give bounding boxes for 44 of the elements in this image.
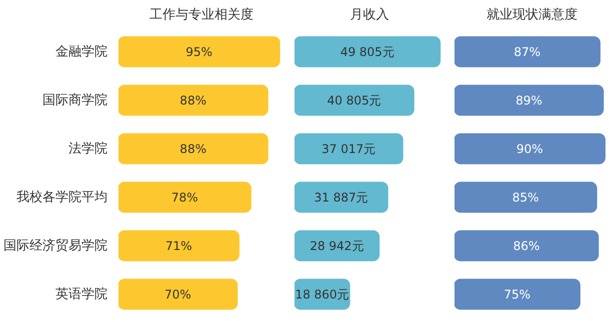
chart-title: 工作与专业相关度 xyxy=(150,6,254,22)
bar xyxy=(454,36,600,68)
bar xyxy=(294,230,380,262)
y-tick-label: 英语学院 xyxy=(56,286,108,302)
data-label: 75% xyxy=(504,287,531,302)
bar xyxy=(118,182,252,213)
data-label: 40 805元 xyxy=(327,93,382,108)
data-label: 31 887元 xyxy=(314,190,368,204)
data-label: 85% xyxy=(512,190,539,204)
data-label: 78% xyxy=(171,190,198,204)
bar xyxy=(454,230,599,262)
data-label: 18 860元 xyxy=(295,287,350,302)
data-label: 28 942元 xyxy=(310,238,364,253)
bar xyxy=(294,84,414,116)
y-tick-label: 金融学院 xyxy=(56,44,108,60)
data-label: 49 805元 xyxy=(340,44,394,59)
data-label: 88% xyxy=(180,142,206,156)
bar xyxy=(118,278,238,310)
chart-title: 就业现状满意度 xyxy=(486,6,578,22)
data-label: 90% xyxy=(516,142,544,156)
y-tick-label: 国际商学院 xyxy=(42,92,108,108)
bar xyxy=(294,133,404,164)
data-label: 70% xyxy=(164,287,192,302)
y-tick-label: 国际经济贸易学院 xyxy=(4,238,108,254)
data-label: 37 017元 xyxy=(322,142,376,156)
data-label: 87% xyxy=(514,44,541,59)
chart-title: 月收入 xyxy=(350,8,389,22)
bar xyxy=(454,182,598,213)
bar xyxy=(118,36,280,68)
bar xyxy=(454,84,604,116)
bar xyxy=(118,230,240,262)
data-label: 89% xyxy=(516,93,542,108)
data-label: 86% xyxy=(513,238,540,253)
data-label: 71% xyxy=(165,238,192,253)
data-label: 88% xyxy=(180,93,206,108)
bar xyxy=(118,133,268,164)
bar xyxy=(294,182,388,213)
y-tick-label: 我校各学院平均 xyxy=(16,190,108,205)
bar xyxy=(294,36,441,68)
bar xyxy=(454,278,580,310)
data-label: 95% xyxy=(186,44,212,59)
bar xyxy=(454,133,606,164)
bar xyxy=(118,84,268,116)
y-tick-label: 法学院 xyxy=(68,141,108,156)
